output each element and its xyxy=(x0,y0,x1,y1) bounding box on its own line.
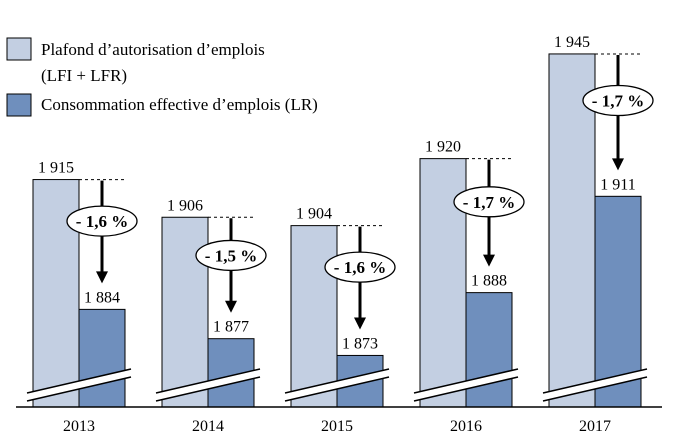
legend-label-consommation: Consommation effective d’emplois (LR) xyxy=(41,95,318,114)
arrow-head-2014 xyxy=(225,300,237,313)
value-label-consommation-2016: 1 888 xyxy=(471,273,507,290)
change-label-2014: - 1,5 % xyxy=(205,246,257,265)
value-label-plafond-2013: 1 915 xyxy=(38,160,74,177)
bar-consommation-2016 xyxy=(465,292,513,408)
axis-break-gap-2016 xyxy=(414,369,518,401)
legend-swatch-plafond xyxy=(6,37,32,61)
value-label-consommation-2015: 1 873 xyxy=(342,335,378,352)
axis-break-line-2015 xyxy=(284,376,390,402)
axis-break-gap-2013 xyxy=(27,369,131,401)
bars: 1 915 1 884 - 1,6 % 1 906 1 877 - 1,5 % 1 904 1… xyxy=(32,34,654,408)
axis-break-line-2016 xyxy=(413,376,519,402)
axis-break-line-2016 xyxy=(413,368,519,394)
change-label-2015: - 1,6 % xyxy=(334,258,386,277)
x-tick-labels: 2013 2014 2015 2016 2017 xyxy=(63,418,611,435)
bar-plafond-2017 xyxy=(548,53,596,408)
axis-break-line-2017 xyxy=(542,368,648,394)
axis-break-line-2013 xyxy=(26,368,132,394)
change-ellipse-2013 xyxy=(66,205,138,237)
x-tick-label-2017: 2017 xyxy=(579,418,611,435)
arrow-head-2015 xyxy=(354,317,366,330)
legend-swatch-consommation xyxy=(6,93,32,117)
value-label-plafond-2017: 1 945 xyxy=(554,34,590,51)
value-label-plafond-2014: 1 906 xyxy=(167,197,203,214)
bar-plafond-2014 xyxy=(161,216,209,408)
x-tick-label-2013: 2013 xyxy=(63,418,95,435)
axis-break-line-2013 xyxy=(26,376,132,402)
axis-break-line-2014 xyxy=(155,376,261,402)
x-tick-label-2016: 2016 xyxy=(450,418,482,435)
legend: Plafond d’autorisation d’emplois (LFI + L… xyxy=(6,37,318,117)
legend-label-plafond-line2: (LFI + LFR) xyxy=(41,66,127,85)
change-ellipse-2014 xyxy=(195,239,267,272)
x-tick-label-2015: 2015 xyxy=(321,418,353,435)
legend-label-plafond: Plafond d’autorisation d’emplois xyxy=(41,40,265,59)
value-label-consommation-2013: 1 884 xyxy=(84,289,120,306)
axis-break-gap-2017 xyxy=(543,369,647,401)
x-tick-label-2014: 2014 xyxy=(192,418,224,435)
arrow-head-2013 xyxy=(96,271,108,284)
axis-break-gap-2015 xyxy=(285,369,389,401)
axis-breaks xyxy=(26,368,648,402)
arrow-head-2016 xyxy=(483,254,495,267)
change-ellipse-2015 xyxy=(324,251,396,283)
change-ellipse-2017 xyxy=(582,84,654,117)
bar-consommation-2013 xyxy=(78,308,126,408)
value-label-plafond-2015: 1 904 xyxy=(296,206,332,223)
change-label-2017: - 1,7 % xyxy=(592,91,644,110)
value-label-plafond-2016: 1 920 xyxy=(425,139,461,156)
axis-break-gap-2014 xyxy=(156,369,260,401)
arrow-head-2017 xyxy=(612,158,624,171)
bar-plafond-2015 xyxy=(290,225,338,408)
value-label-consommation-2017: 1 911 xyxy=(600,176,635,193)
axis-break-line-2014 xyxy=(155,368,261,394)
axis-break-line-2015 xyxy=(284,368,390,394)
value-label-consommation-2014: 1 877 xyxy=(213,319,249,336)
axis-break-line-2017 xyxy=(542,376,648,402)
change-ellipse-2016 xyxy=(453,186,525,218)
change-label-2016: - 1,7 % xyxy=(463,193,515,212)
change-label-2013: - 1,6 % xyxy=(76,212,128,231)
